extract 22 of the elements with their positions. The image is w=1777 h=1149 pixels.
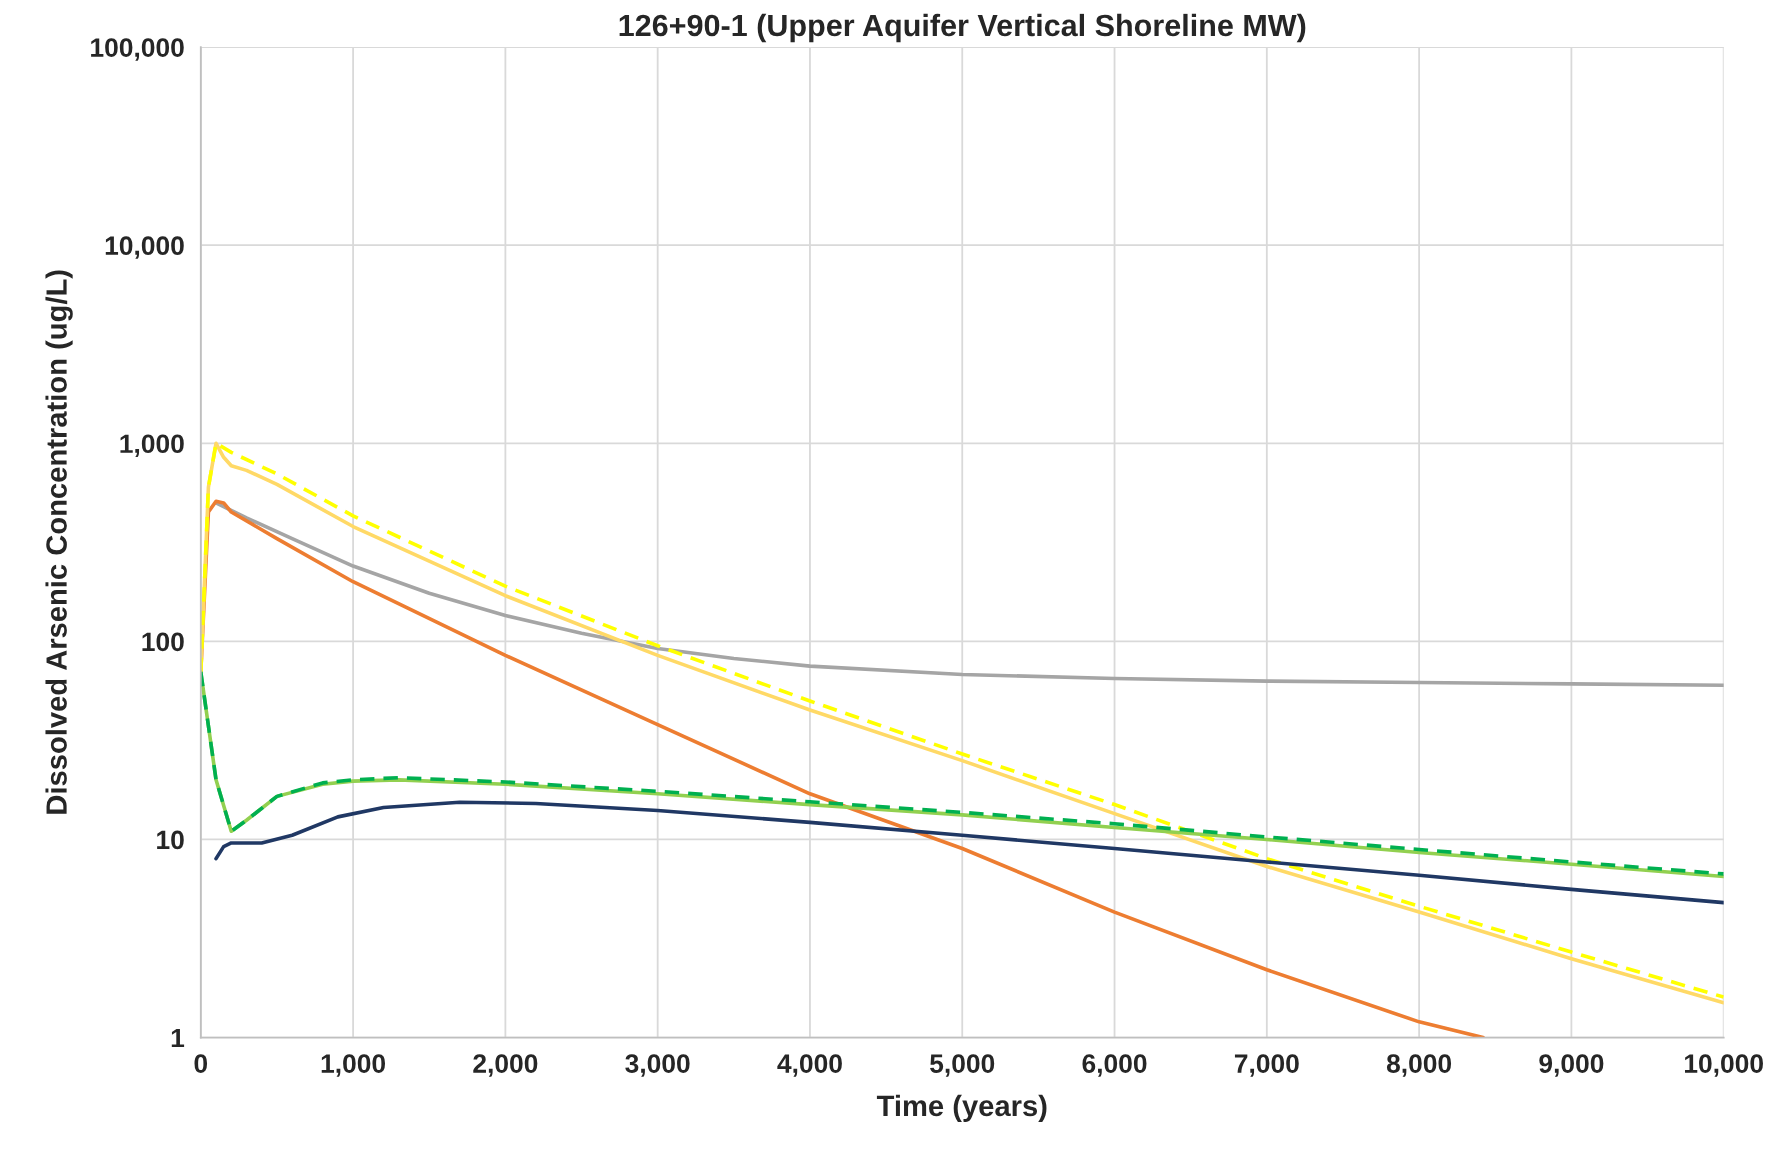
y-tick-label: 100 bbox=[142, 632, 184, 652]
x-tick-label: 1,000 bbox=[321, 1054, 386, 1077]
x-tick-label: 2,000 bbox=[473, 1054, 538, 1077]
x-tick-label: 4,000 bbox=[777, 1054, 842, 1077]
x-axis-title: Time (years) bbox=[876, 1094, 1047, 1122]
chart-title: 126+90-1 (Upper Aquifer Vertical Shoreline MW) bbox=[619, 13, 1306, 43]
y-tick-label: 1 bbox=[171, 1028, 185, 1048]
x-tick-label: 10,000 bbox=[1685, 1054, 1763, 1077]
x-tick-label: 5,000 bbox=[930, 1054, 995, 1077]
y-tick-label: 1,000 bbox=[120, 434, 184, 457]
y-tick-label: 10 bbox=[157, 830, 184, 850]
x-tick-label: 0 bbox=[194, 1054, 208, 1073]
x-tick-label: 3,000 bbox=[625, 1054, 690, 1077]
y-tick-label: 10,000 bbox=[105, 236, 184, 259]
x-tick-label: 8,000 bbox=[1386, 1054, 1452, 1077]
x-tick-label: 7,000 bbox=[1234, 1054, 1299, 1077]
y-tick-label: 100,000 bbox=[91, 38, 184, 61]
x-tick-label: 6,000 bbox=[1082, 1054, 1147, 1077]
line-series bbox=[214, 800, 1724, 905]
y-axis-title: Dissolved Arsenic Concentration (ug/L) bbox=[45, 270, 73, 814]
line-series bbox=[214, 501, 1724, 688]
x-tick-label: 9,000 bbox=[1539, 1054, 1604, 1077]
